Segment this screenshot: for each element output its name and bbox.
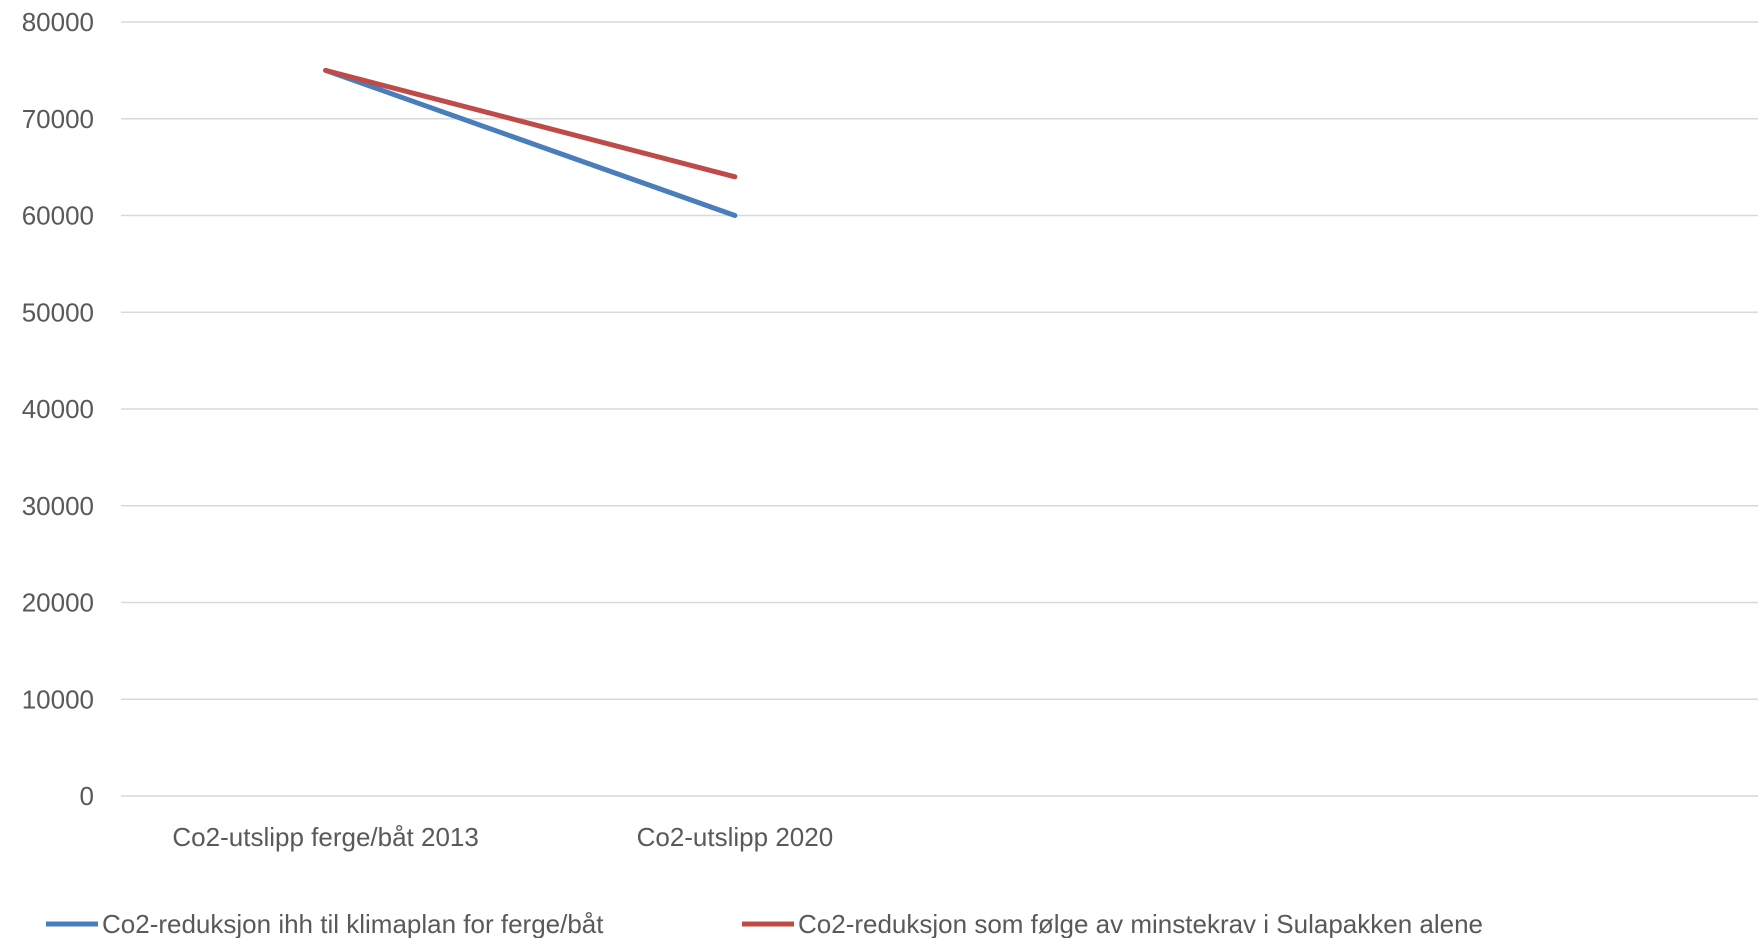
legend-label-2: Co2-reduksjon som følge av minstekrav i …	[798, 909, 1483, 938]
y-tick-label: 50000	[22, 297, 94, 327]
series-lines	[323, 67, 738, 218]
y-tick-label: 10000	[22, 684, 94, 714]
x-tick-label: Co2-utslipp ferge/båt 2013	[172, 822, 478, 852]
x-axis-tick-labels: Co2-utslipp ferge/båt 2013 Co2-utslipp 20…	[172, 822, 833, 852]
x-tick-label: Co2-utslipp 2020	[637, 822, 834, 852]
series-line-2	[323, 67, 738, 180]
y-tick-label: 70000	[22, 104, 94, 134]
legend-label-1: Co2-reduksjon ihh til klimaplan for ferg…	[102, 909, 604, 938]
y-tick-label: 60000	[22, 201, 94, 231]
legend: Co2-reduksjon ihh til klimaplan for ferg…	[46, 909, 1483, 938]
y-tick-label: 40000	[22, 394, 94, 424]
y-tick-label: 30000	[22, 491, 94, 521]
series-line-1	[323, 67, 738, 218]
gridlines	[121, 21, 1758, 797]
y-tick-label: 80000	[22, 7, 94, 37]
y-tick-label: 20000	[22, 588, 94, 618]
y-axis-tick-labels: 0 10000 20000 30000 40000 50000 60000 70000 8000…	[22, 7, 94, 811]
y-tick-label: 0	[80, 781, 94, 811]
